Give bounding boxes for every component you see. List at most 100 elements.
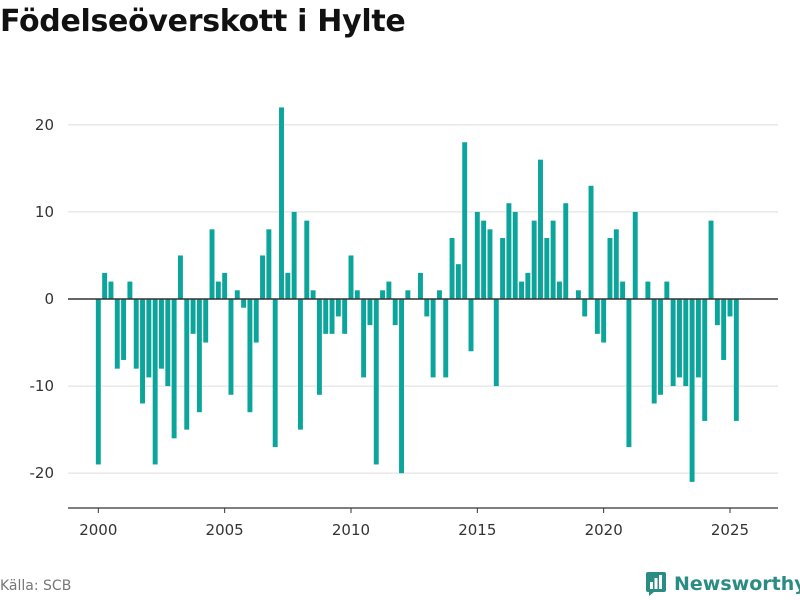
bar	[714, 299, 720, 326]
bar	[449, 238, 455, 299]
bar	[689, 299, 695, 482]
bar	[253, 299, 259, 343]
brand-logo: Newsworthy	[645, 570, 800, 598]
bar	[399, 299, 404, 474]
bar	[443, 299, 449, 378]
x-tick-label: 2010	[332, 521, 370, 539]
bar	[234, 290, 240, 299]
bar	[342, 299, 348, 334]
bar	[538, 159, 543, 299]
bar	[531, 220, 537, 300]
bar	[424, 299, 430, 317]
bar	[335, 299, 341, 317]
bar	[506, 203, 512, 299]
bar	[380, 290, 386, 299]
bar	[436, 290, 442, 299]
bar	[222, 272, 228, 300]
bar	[544, 238, 550, 299]
bar	[190, 299, 196, 334]
source-note: Källa: SCB	[0, 578, 72, 594]
x-tick-label: 2020	[585, 521, 623, 539]
axis-layer: -20 -10 0 10 20 2000 2005 2010 2015 2020 2025	[30, 116, 778, 539]
bar	[329, 299, 335, 334]
bar	[152, 299, 158, 465]
bar	[241, 299, 247, 308]
bar	[127, 281, 133, 299]
bar	[215, 281, 221, 299]
bar	[184, 299, 190, 430]
bar	[455, 264, 461, 299]
bar	[405, 290, 411, 299]
y-tick-label: 0	[44, 290, 54, 308]
bar	[727, 299, 733, 317]
bar	[512, 211, 518, 299]
y-tick-label: 10	[35, 203, 54, 221]
bar	[373, 299, 379, 465]
y-tick-label: -10	[30, 377, 55, 395]
bar	[323, 299, 329, 334]
bar	[228, 299, 234, 395]
bar	[102, 272, 108, 300]
bar	[645, 281, 651, 299]
bar	[601, 299, 607, 343]
bar	[733, 299, 739, 421]
bar	[620, 281, 626, 299]
bar	[519, 281, 525, 299]
bar	[247, 299, 253, 413]
bar	[310, 290, 316, 299]
bar	[481, 220, 487, 300]
bar	[500, 238, 506, 299]
bar	[392, 299, 398, 326]
bar	[203, 299, 209, 343]
bar	[316, 299, 322, 395]
bar	[146, 299, 152, 378]
bar	[594, 299, 600, 334]
bar	[260, 255, 266, 299]
bar	[367, 299, 373, 326]
bar	[140, 299, 145, 404]
bar	[658, 299, 663, 395]
bar	[683, 299, 689, 387]
bar	[468, 299, 474, 352]
bar	[196, 299, 202, 413]
bar	[582, 299, 588, 317]
bar	[632, 211, 638, 299]
bar	[285, 272, 291, 300]
bar	[493, 299, 499, 387]
bar	[651, 299, 657, 404]
bar	[677, 299, 682, 378]
bar	[430, 299, 436, 378]
bar	[354, 290, 360, 299]
y-tick-label: -20	[30, 464, 55, 482]
bar	[297, 299, 303, 430]
bar	[626, 299, 632, 448]
bar	[171, 299, 177, 439]
bar	[708, 220, 714, 300]
x-tick-label: 2025	[711, 521, 749, 539]
chart-title: Födelseöverskott i Hylte	[0, 4, 406, 39]
bar	[575, 290, 581, 299]
bar	[165, 299, 171, 387]
bar	[272, 299, 278, 448]
x-tick-label: 2015	[458, 521, 496, 539]
bar	[266, 229, 272, 299]
bar	[607, 238, 613, 299]
bar	[670, 299, 676, 387]
bar	[474, 211, 480, 299]
bar	[304, 220, 310, 300]
x-tick-label: 2000	[79, 521, 117, 539]
bar	[462, 142, 468, 299]
bar	[702, 299, 708, 421]
bar-layer	[95, 107, 739, 482]
bar	[95, 299, 101, 465]
bar	[159, 299, 164, 369]
bar	[721, 299, 727, 360]
bar	[695, 299, 701, 378]
newsworthy-logo-icon	[646, 572, 666, 596]
bar	[121, 299, 127, 360]
bar	[108, 281, 114, 299]
bar	[177, 255, 183, 299]
bar	[114, 299, 120, 369]
y-tick-label: 20	[35, 116, 54, 134]
